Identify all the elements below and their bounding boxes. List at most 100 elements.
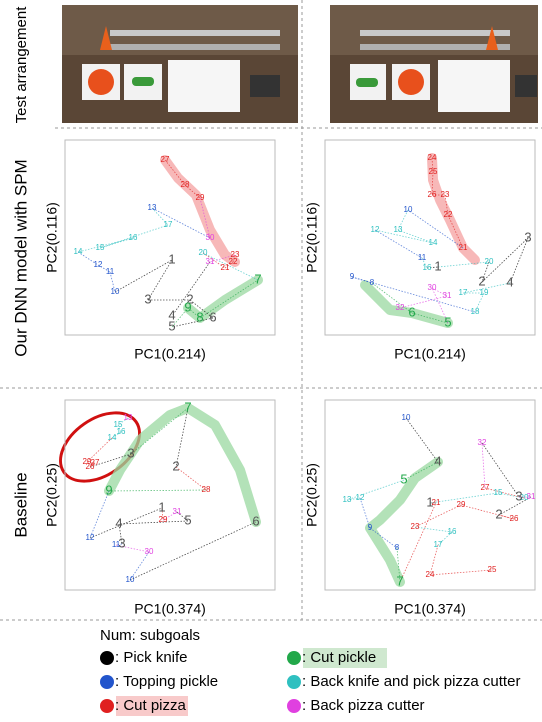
point-label: 17 [434, 540, 443, 549]
trajectory [498, 514, 515, 520]
trajectory [161, 507, 164, 521]
point-label: 26 [510, 514, 519, 523]
trajectory [171, 317, 214, 328]
trajectory [202, 252, 259, 281]
trajectory [429, 492, 499, 504]
x-axis-label: PC1(0.374) [394, 601, 466, 617]
point-label: 12 [86, 533, 95, 542]
trajectory [399, 295, 448, 309]
trajectory-band [427, 153, 480, 265]
point-label: 1 [426, 494, 433, 509]
point-label: 4 [115, 515, 122, 530]
point-label: 11 [112, 540, 121, 549]
point-label: 1 [434, 258, 441, 273]
point-label: 29 [159, 515, 168, 524]
y-axis-label: PC2(0.25) [44, 463, 60, 527]
trajectory [89, 490, 110, 539]
x-axis-label: PC1(0.214) [134, 346, 206, 362]
point-label: 32 [478, 438, 487, 447]
trajectory [429, 544, 439, 576]
trajectory [431, 287, 449, 324]
point-label: 11 [418, 253, 427, 262]
point-label: 6 [252, 513, 259, 528]
point-label: 15 [494, 488, 503, 497]
point-label: 10 [404, 205, 413, 214]
point-label: 28 [202, 485, 211, 494]
trajectory [431, 171, 434, 196]
trajectory-band [104, 403, 261, 527]
point-label: 13 [148, 203, 157, 212]
plot-frame [324, 139, 536, 336]
trajectory-band [160, 155, 240, 267]
y-axis-label: PC2(0.116) [304, 202, 320, 273]
point-label: 32 [396, 303, 405, 312]
trajectory [374, 229, 423, 259]
point-label: 23 [411, 522, 420, 531]
trajectory [118, 520, 189, 525]
trajectory [414, 526, 453, 533]
point-label: 30 [428, 283, 437, 292]
trajectory [151, 207, 169, 226]
point-label: 10 [111, 287, 120, 296]
point-label: 29 [457, 500, 466, 509]
trajectory [351, 276, 373, 284]
point-label: 17 [164, 220, 173, 229]
trajectory [77, 237, 134, 253]
trajectory [481, 442, 486, 489]
trajectory [162, 511, 178, 521]
point-label: 21 [221, 263, 230, 272]
trajectory [86, 461, 96, 464]
point-label: 7 [184, 399, 191, 414]
point-label: 31 [443, 291, 452, 300]
point-label: 17 [459, 288, 468, 297]
trajectory [176, 511, 189, 522]
trajectory [431, 157, 434, 173]
point-label: 15 [96, 243, 105, 252]
point-label: 13 [124, 413, 133, 422]
trajectory [111, 431, 122, 439]
trajectory [481, 261, 490, 283]
trajectory [189, 299, 214, 319]
trajectory [447, 214, 464, 249]
point-label: 16 [117, 427, 126, 436]
trajectory [89, 507, 163, 539]
row-label: Test arrangement [13, 6, 30, 124]
point-label: 23 [231, 250, 240, 259]
point-label: 4 [434, 453, 441, 468]
trajectory [117, 424, 122, 433]
trajectory [444, 194, 449, 216]
legend-label: : Cut pizza [115, 697, 187, 714]
point-label: 12 [356, 493, 365, 502]
trajectory-band [365, 457, 443, 587]
point-label: 5 [168, 318, 175, 333]
point-label: 13 [343, 495, 352, 504]
point-label: 3 [524, 229, 531, 244]
trajectory [426, 266, 439, 269]
point-label: 9 [350, 272, 355, 281]
point-label: 16 [448, 527, 457, 536]
trajectory [108, 489, 207, 492]
point-label: 27 [481, 483, 490, 492]
point-label: 29 [83, 457, 92, 466]
point-label: 29 [196, 193, 205, 202]
point-label: 30 [145, 547, 154, 556]
point-label: 31 [527, 492, 536, 501]
trajectory [115, 544, 150, 553]
legend-highlight [116, 696, 188, 716]
point-label: 30 [206, 233, 215, 242]
point-label: 24 [428, 153, 437, 162]
point-label: 9 [105, 482, 112, 497]
point-label: 23 [441, 190, 450, 199]
trajectory [484, 487, 525, 499]
point-label: 16 [129, 233, 138, 242]
point-label: 18 [471, 307, 480, 316]
trajectory [171, 261, 211, 317]
trajectory [164, 159, 186, 186]
legend-label: : Back pizza cutter [302, 697, 425, 714]
trajectory [199, 197, 211, 239]
point-label: 16 [423, 263, 432, 272]
point-label: 14 [74, 247, 83, 256]
trajectory [498, 496, 532, 516]
row-label: Our DNN model with SPM [11, 159, 30, 356]
legend-label: : Cut pickle [302, 649, 376, 666]
